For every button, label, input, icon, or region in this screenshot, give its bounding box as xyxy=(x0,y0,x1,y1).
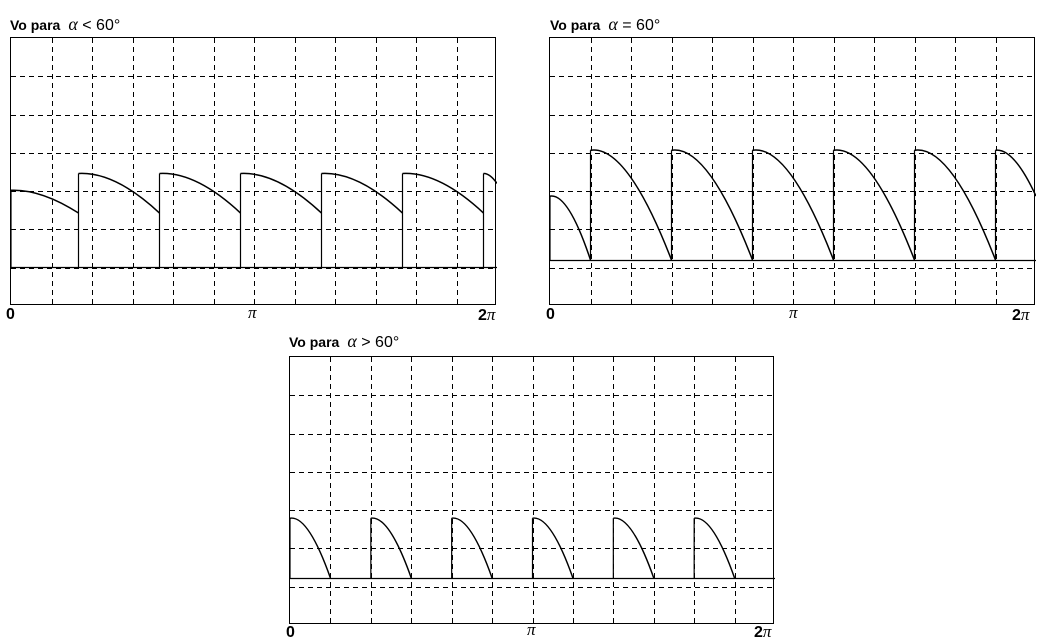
chart-1-title-label: Vo para xyxy=(10,17,61,33)
waveform-segment xyxy=(613,517,655,579)
waveform-segment xyxy=(290,517,332,579)
chart-2-svg xyxy=(550,38,1036,306)
chart-1-grid xyxy=(11,38,497,306)
chart-1-title: Vo para α < 60° xyxy=(10,14,121,34)
waveform-segment xyxy=(483,172,497,184)
waveform-segment xyxy=(752,149,835,261)
chart-3-title-label: Vo para xyxy=(289,334,340,350)
chart-3-xtick-2pi-num: 2 xyxy=(754,624,763,641)
chart-3-grid xyxy=(290,357,775,625)
chart-3-title-relation: > 60° xyxy=(361,334,400,351)
chart-2-title-symbol: α xyxy=(608,14,618,34)
chart-2-xtick-2pi-sym: π xyxy=(1020,305,1030,324)
waveform-segment xyxy=(914,149,997,261)
chart-3-svg xyxy=(290,357,775,625)
chart-1-xtick-2pi-sym: π xyxy=(486,305,496,324)
waveform-segment xyxy=(402,172,485,214)
waveform-segment xyxy=(995,149,1036,197)
chart-1-title-symbol: α xyxy=(68,14,78,34)
chart-1-xtick-2pi-num: 2 xyxy=(478,307,487,324)
chart-1-xtick-pi: π xyxy=(248,303,257,322)
waveform-segment xyxy=(532,517,574,579)
waveform-segment xyxy=(159,172,242,214)
waveform-segment xyxy=(550,195,592,261)
waveform-segment xyxy=(370,517,412,579)
waveform-segment xyxy=(451,517,493,579)
waveform-segment xyxy=(590,149,673,261)
waveform-segment xyxy=(694,517,736,579)
chart-2-xtick-2pi: 2π xyxy=(1012,305,1029,325)
chart-2-xtick-0: 0 xyxy=(546,306,555,323)
chart-3-title: Vo para α > 60° xyxy=(289,331,400,351)
chart-2-title-relation: = 60° xyxy=(622,17,661,34)
chart-3-title-symbol: α xyxy=(347,331,357,351)
chart-2-xtick-2pi-num: 2 xyxy=(1012,307,1021,324)
chart-3-xtick-2pi-sym: π xyxy=(762,622,772,641)
chart-2-xtick-pi: π xyxy=(789,303,798,322)
chart-2-title: Vo para α = 60° xyxy=(550,14,661,34)
chart-1-xtick-2pi: 2π xyxy=(478,305,495,325)
waveform-segment xyxy=(321,172,404,214)
chart-2-grid xyxy=(550,38,1036,306)
chart-1-xtick-0: 0 xyxy=(6,306,15,323)
chart-1-title-relation: < 60° xyxy=(82,17,121,34)
waveform-segment xyxy=(833,149,916,261)
waveform-segment xyxy=(671,149,754,261)
chart-2-plot-area xyxy=(549,37,1036,306)
chart-3-xtick-pi: π xyxy=(527,620,536,639)
chart-2-title-label: Vo para xyxy=(550,17,601,33)
chart-3-xtick-0: 0 xyxy=(286,624,295,641)
chart-1-svg xyxy=(11,38,497,306)
waveform-segment xyxy=(11,189,79,214)
chart-3-plot-area xyxy=(289,356,775,625)
waveform-segment xyxy=(240,172,323,214)
chart-3-xtick-2pi: 2π xyxy=(754,622,771,642)
waveform-segment xyxy=(78,172,161,214)
chart-1-plot-area xyxy=(10,37,497,306)
